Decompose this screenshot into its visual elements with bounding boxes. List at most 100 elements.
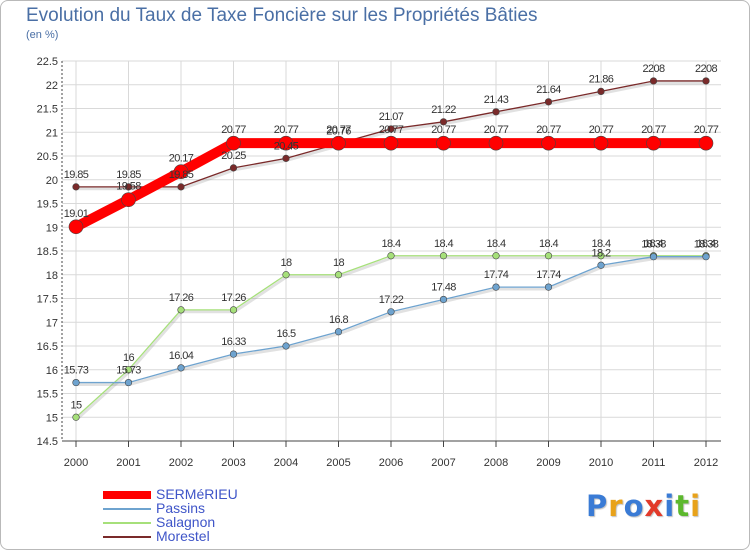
- data-point-salagnon: [492, 252, 500, 260]
- data-label: 20.77: [431, 124, 456, 136]
- data-label: 20.77: [326, 124, 351, 136]
- data-point-salagnon: [387, 252, 395, 260]
- data-label: 19.58: [116, 181, 141, 193]
- data-label: 20.77: [484, 124, 509, 136]
- proxiti-logo: Proxiti: [586, 489, 701, 523]
- data-point-morestel: [702, 77, 710, 85]
- data-label: 16.5: [276, 328, 295, 340]
- data-label: 15.73: [116, 365, 141, 377]
- y-tick-label: 16.5: [37, 341, 58, 353]
- y-tick-label: 18.5: [37, 246, 58, 258]
- data-point-passins: [439, 295, 448, 304]
- legend-label: SERMéRIEU: [156, 486, 238, 502]
- data-point-sermérieu: [541, 135, 556, 151]
- data-label: 17.48: [431, 281, 456, 293]
- data-point-sermérieu: [383, 135, 399, 151]
- data-point-passins: [124, 378, 133, 387]
- data-point-sermérieu: [488, 135, 504, 151]
- data-label: 15: [70, 399, 82, 411]
- data-label: 20.76: [326, 126, 351, 138]
- data-point-morestel: [544, 98, 553, 106]
- legend-label: Salagnon: [156, 514, 216, 530]
- x-tick-label: 2011: [642, 457, 666, 469]
- data-label: 18.38: [694, 239, 719, 251]
- y-tick-label: 16: [46, 365, 58, 377]
- data-label: 21.64: [536, 84, 561, 96]
- data-point-passins: [492, 283, 500, 291]
- data-point-salagnon: [334, 271, 343, 279]
- data-label: 20.77: [694, 124, 719, 136]
- data-point-morestel: [439, 118, 448, 126]
- logo-letter: i: [690, 489, 702, 523]
- data-label: 20.45: [274, 140, 299, 152]
- data-label: 20.77: [641, 124, 666, 136]
- y-tick-label: 14.5: [37, 436, 58, 448]
- data-point-sermérieu: [646, 135, 661, 151]
- data-label: 18.4: [696, 238, 715, 250]
- data-point-morestel: [177, 183, 185, 191]
- x-tick-label: 2010: [589, 457, 613, 469]
- x-tick-label: 2006: [379, 457, 403, 469]
- chart-title: Evolution du Taux de Taxe Foncière sur l…: [26, 5, 538, 26]
- data-label: 17.22: [379, 294, 404, 306]
- data-label: 18.38: [641, 239, 666, 251]
- x-tick-label: 2005: [326, 457, 350, 469]
- data-label: 16.04: [169, 350, 194, 362]
- y-tick-label: 19: [46, 222, 58, 234]
- data-label: 16.33: [221, 336, 246, 348]
- data-point-passins: [229, 350, 238, 358]
- data-label: 20.77: [379, 124, 404, 136]
- data-label: 17.74: [484, 269, 509, 281]
- data-label: 18.4: [591, 238, 610, 250]
- data-label: 20.17: [169, 153, 194, 165]
- series-shadow-salagnon: [76, 256, 707, 421]
- data-label: 2208: [642, 63, 665, 75]
- data-label: 21.86: [589, 73, 614, 85]
- data-point-sermérieu: [278, 135, 294, 151]
- data-label: 18.4: [381, 238, 400, 250]
- data-label: 18.4: [486, 238, 505, 250]
- data-point-sermérieu: [226, 135, 241, 151]
- y-tick-label: 20: [46, 175, 58, 187]
- data-label: 20.77: [536, 124, 561, 136]
- data-label: 17.26: [221, 292, 246, 304]
- y-tick-label: 22: [46, 80, 58, 92]
- data-label: 17.26: [169, 292, 194, 304]
- data-point-salagnon: [229, 306, 238, 314]
- data-point-morestel: [492, 108, 500, 116]
- data-point-sermérieu: [436, 135, 451, 151]
- data-point-salagnon: [597, 252, 605, 260]
- y-tick-label: 22.5: [37, 56, 58, 68]
- data-point-sermérieu: [593, 135, 609, 151]
- data-label: 18.4: [434, 238, 453, 250]
- x-tick-label: 2001: [116, 457, 140, 469]
- x-tick-label: 2012: [694, 457, 718, 469]
- data-label: 21.07: [379, 111, 404, 123]
- data-point-passins: [387, 308, 395, 316]
- data-point-morestel: [649, 77, 658, 85]
- data-label: 15.73: [64, 365, 89, 377]
- legend-swatch: [103, 522, 151, 524]
- y-tick-label: 17.5: [37, 294, 58, 306]
- data-label: 19.85: [116, 169, 141, 181]
- y-tick-label: 21.5: [37, 104, 58, 116]
- y-tick-label: 15.5: [37, 389, 58, 401]
- y-tick-label: 21: [46, 127, 58, 139]
- data-point-salagnon: [177, 306, 185, 314]
- data-label: 19.85: [169, 169, 194, 181]
- data-label: 20.77: [589, 124, 614, 136]
- legend-label: Morestel: [156, 528, 210, 544]
- data-point-sermérieu: [698, 135, 714, 151]
- x-tick-label: 2003: [221, 457, 245, 469]
- data-label: 18: [333, 257, 345, 269]
- logo-letter: P: [586, 489, 609, 523]
- data-point-morestel: [387, 125, 395, 133]
- data-label: 18: [280, 257, 292, 269]
- logo-letter: x: [644, 489, 665, 523]
- data-label: 18.2: [591, 247, 610, 259]
- data-point-morestel: [124, 183, 133, 191]
- data-point-passins: [72, 378, 80, 387]
- data-label: 20.77: [221, 124, 246, 136]
